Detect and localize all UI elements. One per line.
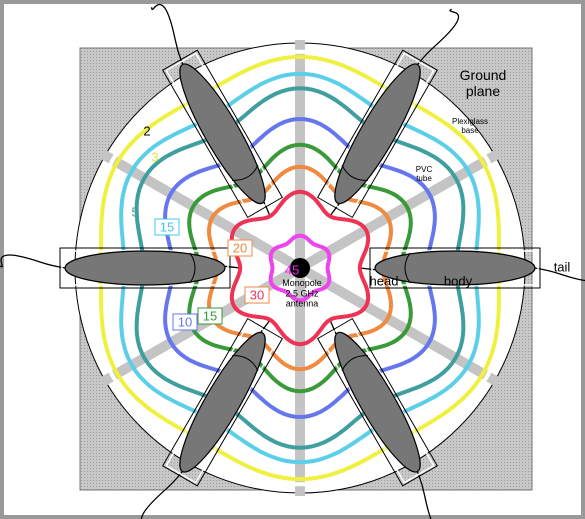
label-box	[154, 218, 180, 236]
layer	[0, 3, 585, 519]
head-line	[341, 165, 369, 181]
head-line	[341, 355, 369, 371]
contour-label: 10	[178, 314, 192, 329]
pvc-label: PVC tube	[416, 165, 433, 183]
tube	[161, 317, 284, 487]
head-label: head	[370, 273, 399, 288]
head-line	[404, 252, 411, 284]
ground-plane-label: Ground plane	[460, 67, 507, 99]
tail-label: tail	[554, 259, 571, 274]
tube	[369, 247, 541, 289]
contour-label: 3	[151, 149, 158, 164]
label-box	[172, 313, 198, 331]
tube-outline	[161, 49, 284, 219]
tube-outline	[369, 247, 541, 289]
contour-label: 20	[233, 240, 247, 255]
label-box	[197, 307, 223, 325]
head-line	[231, 355, 259, 371]
tube	[316, 49, 439, 219]
tube	[161, 49, 284, 219]
contour-label: 15	[203, 308, 217, 323]
animal	[334, 63, 421, 205]
tube-outline	[316, 317, 439, 487]
contour-label: 15	[160, 219, 174, 234]
tube-outline	[316, 49, 439, 219]
label-box	[244, 286, 270, 304]
animal	[334, 331, 421, 473]
tube	[316, 317, 439, 487]
contour-label: 5	[131, 204, 138, 219]
animal	[374, 250, 536, 286]
contour-label: 2	[143, 123, 150, 138]
label-box	[227, 239, 253, 257]
antenna-label: Monopole 2.5 GHz antenna	[282, 278, 322, 309]
plexiglass-label: Plexiglass base	[452, 117, 488, 135]
tube-outline	[59, 247, 231, 289]
head-line	[231, 165, 259, 181]
animal	[64, 250, 226, 286]
tube	[59, 247, 231, 289]
antenna	[290, 258, 310, 278]
contour-label: 45	[285, 262, 299, 277]
head-line	[189, 252, 196, 284]
texts: Ground plane Plexiglass base PVC tube Monop…	[131, 67, 571, 331]
body-label: body	[444, 273, 473, 288]
animal	[179, 331, 266, 473]
contour	[229, 189, 371, 347]
animal	[179, 63, 266, 205]
contour	[268, 233, 332, 303]
tube-outline	[161, 317, 284, 487]
contour-label: 30	[250, 287, 264, 302]
